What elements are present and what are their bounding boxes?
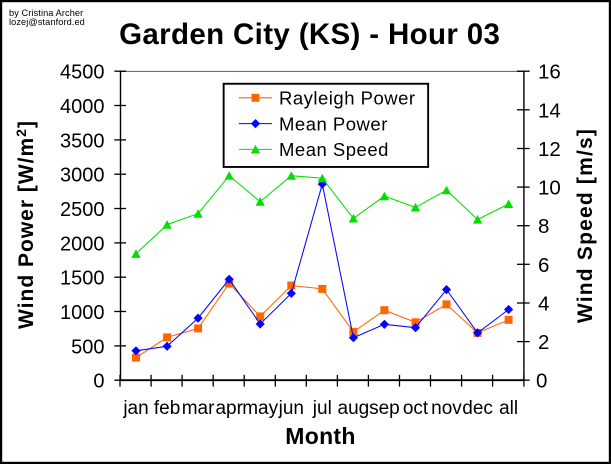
svg-text:Wind Speed [m/s]: Wind Speed [m/s] — [574, 128, 597, 323]
svg-text:0: 0 — [536, 370, 547, 393]
svg-text:1000: 1000 — [60, 302, 105, 324]
svg-text:500: 500 — [71, 336, 104, 358]
svg-text:6: 6 — [538, 254, 549, 277]
svg-text:3000: 3000 — [60, 165, 105, 187]
svg-text:oct: oct — [403, 398, 429, 419]
svg-text:3500: 3500 — [60, 130, 105, 152]
svg-text:2: 2 — [538, 331, 549, 354]
svg-text:apr: apr — [215, 398, 243, 419]
svg-text:jan: jan — [122, 398, 148, 419]
svg-text:4: 4 — [538, 293, 549, 316]
svg-text:aug: aug — [338, 398, 370, 419]
svg-text:Mean Power: Mean Power — [279, 113, 388, 134]
svg-text:14: 14 — [538, 99, 561, 122]
svg-text:0: 0 — [93, 371, 104, 393]
svg-text:4500: 4500 — [60, 62, 105, 84]
svg-text:Mean Speed: Mean Speed — [279, 139, 389, 160]
svg-text:by Cristina Archer: by Cristina Archer — [9, 8, 83, 18]
svg-text:2500: 2500 — [60, 199, 105, 221]
svg-text:12: 12 — [538, 138, 561, 161]
svg-text:4000: 4000 — [60, 96, 105, 118]
svg-text:mar: mar — [182, 398, 215, 419]
svg-text:Wind Power [W/m2]: Wind Power [W/m2] — [13, 120, 38, 329]
svg-text:16: 16 — [538, 61, 561, 84]
svg-text:Month: Month — [285, 423, 355, 449]
svg-text:8: 8 — [538, 215, 549, 238]
svg-text:all: all — [499, 398, 518, 419]
svg-text:jul: jul — [312, 398, 332, 419]
svg-text:sep: sep — [369, 398, 400, 419]
svg-text:2000: 2000 — [60, 233, 105, 255]
svg-text:10: 10 — [538, 177, 561, 200]
svg-text:feb: feb — [154, 398, 180, 419]
svg-text:nov: nov — [431, 398, 462, 419]
svg-text:Garden City (KS) - Hour 03: Garden City (KS) - Hour 03 — [119, 18, 500, 51]
svg-text:jun: jun — [278, 398, 304, 419]
svg-text:lozej@stanford.ed: lozej@stanford.ed — [9, 17, 85, 27]
svg-text:may: may — [242, 398, 278, 419]
svg-text:1500: 1500 — [60, 268, 105, 290]
svg-text:dec: dec — [462, 398, 493, 419]
svg-text:Rayleigh Power: Rayleigh Power — [279, 88, 416, 109]
